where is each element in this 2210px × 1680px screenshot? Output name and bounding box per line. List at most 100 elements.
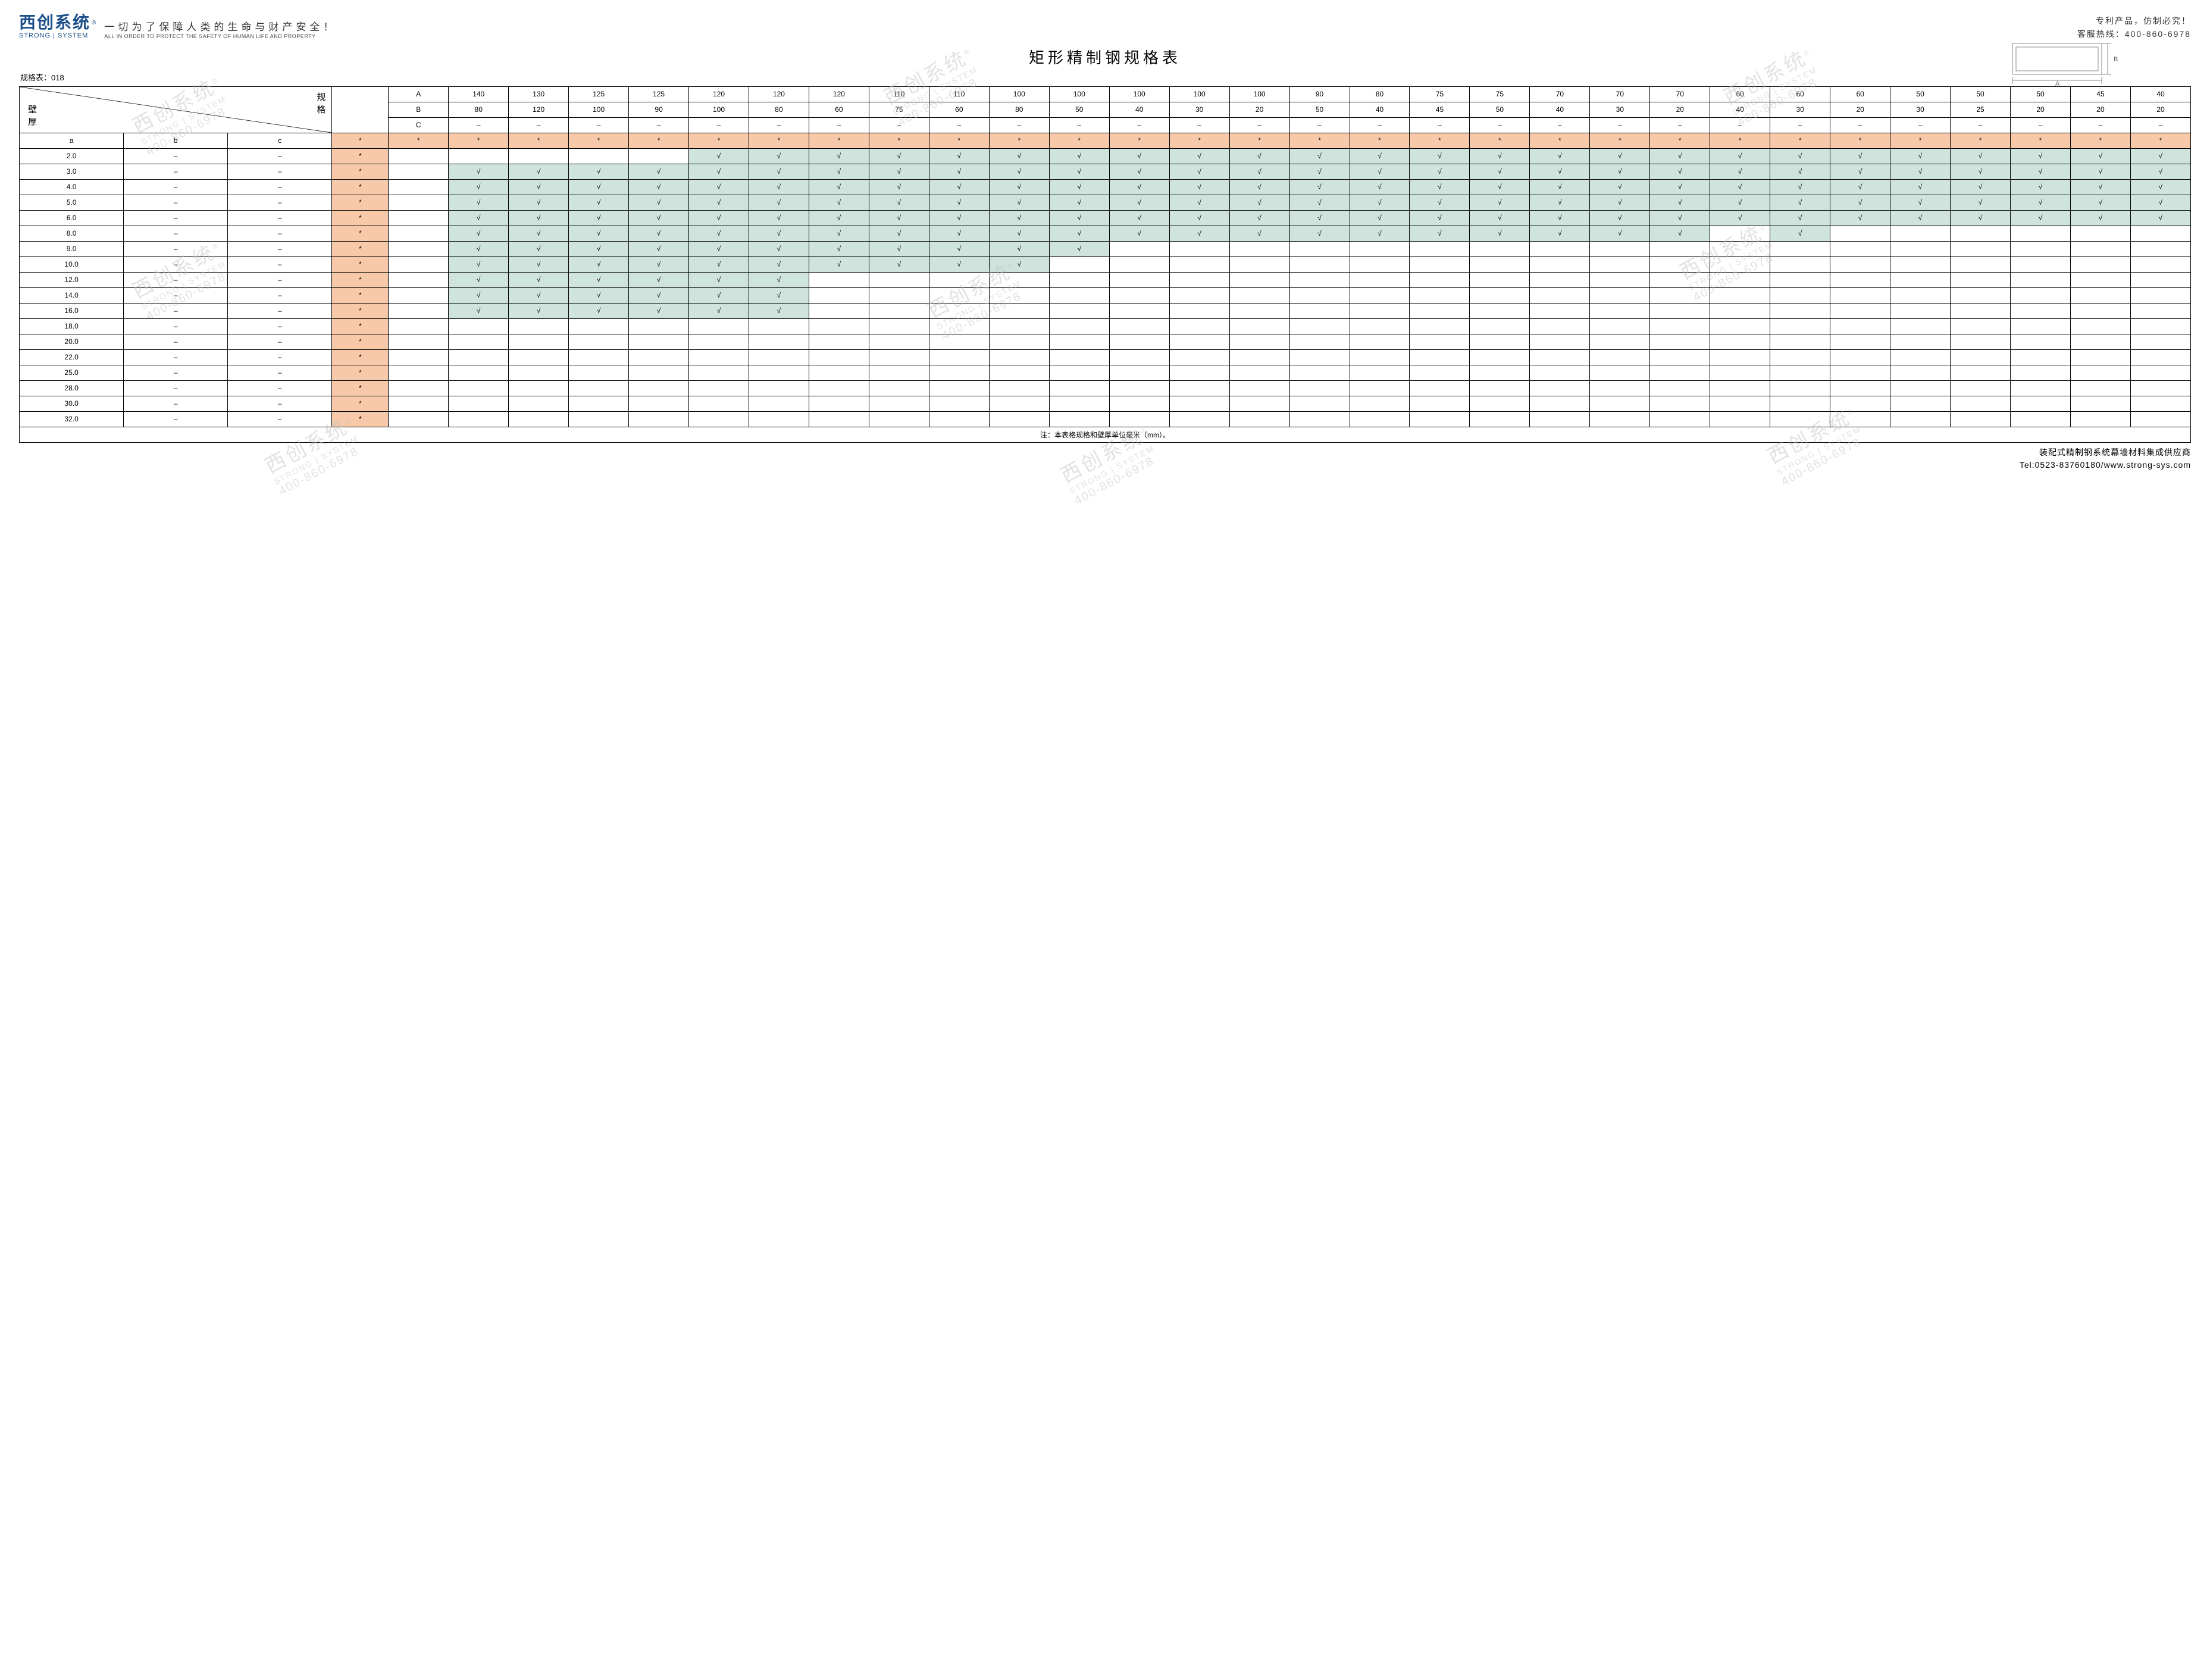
table-row: 22.0––*: [20, 349, 2191, 365]
table-row: 30.0––*: [20, 396, 2191, 411]
col-a-21: 60: [1710, 86, 1770, 102]
spec-number: 规格表：018: [20, 71, 2191, 83]
col-c-4: –: [689, 117, 749, 133]
col-b-21: 40: [1710, 102, 1770, 117]
col-a-7: 110: [869, 86, 929, 102]
col-c-17: –: [1470, 117, 1530, 133]
col-a-15: 80: [1350, 86, 1410, 102]
col-b-18: 40: [1530, 102, 1590, 117]
col-c-21: –: [1710, 117, 1770, 133]
col-c-18: –: [1530, 117, 1590, 133]
col-a-23: 60: [1830, 86, 1890, 102]
col-b-4: 100: [689, 102, 749, 117]
col-b-12: 30: [1169, 102, 1229, 117]
star-column-head: [332, 86, 389, 133]
table-head: 规格壁厚A14013012512512012012011011010010010…: [20, 86, 2191, 133]
col-b-9: 80: [989, 102, 1049, 117]
col-a-22: 60: [1770, 86, 1830, 102]
tagline-en: ALL IN ORDER TO PROTECT THE SAFETY OF HU…: [104, 33, 337, 39]
star-row: abc*******************************: [20, 133, 2191, 148]
table-row: 18.0––*: [20, 318, 2191, 334]
table-row: 4.0––*√√√√√√√√√√√√√√√√√√√√√√√√√√√√√: [20, 179, 2191, 195]
page-header: 西创系统® STRONG | SYSTEM 一切为了保障人类的生命与财产安全！ …: [19, 14, 2191, 41]
col-c-27: –: [2070, 117, 2130, 133]
col-a-20: 70: [1650, 86, 1710, 102]
col-a-11: 100: [1109, 86, 1169, 102]
col-c-10: –: [1049, 117, 1109, 133]
col-c-8: –: [929, 117, 989, 133]
col-c-6: –: [809, 117, 869, 133]
footnote-row: 注：本表格规格和壁厚单位毫米（mm）。: [20, 427, 2191, 442]
col-c-28: –: [2130, 117, 2190, 133]
col-b-11: 40: [1109, 102, 1169, 117]
col-b-2: 100: [569, 102, 629, 117]
col-c-25: –: [1951, 117, 2011, 133]
brand-name-en: STRONG | SYSTEM: [19, 32, 96, 39]
table-row: 14.0––*√√√√√√: [20, 287, 2191, 303]
col-a-24: 50: [1890, 86, 1951, 102]
diagram-label-a: A: [2055, 80, 2060, 86]
page-footer: 装配式精制钢系统幕墙材料集成供应商 Tel:0523-83760180/www.…: [19, 446, 2191, 471]
col-c-24: –: [1890, 117, 1951, 133]
col-c-0: –: [449, 117, 509, 133]
col-c-9: –: [989, 117, 1049, 133]
col-b-25: 25: [1951, 102, 2011, 117]
col-a-10: 100: [1049, 86, 1109, 102]
col-c-22: –: [1770, 117, 1830, 133]
brand-name-cn: 西创系统: [19, 13, 90, 32]
col-a-25: 50: [1951, 86, 2011, 102]
tagline: 一切为了保障人类的生命与财产安全！ ALL IN ORDER TO PROTEC…: [104, 18, 337, 39]
col-b-7: 75: [869, 102, 929, 117]
col-b-8: 60: [929, 102, 989, 117]
col-c-20: –: [1650, 117, 1710, 133]
col-a-12: 100: [1169, 86, 1229, 102]
col-b-20: 20: [1650, 102, 1710, 117]
col-c-16: –: [1410, 117, 1470, 133]
corner-cell: 规格壁厚: [20, 86, 332, 133]
col-b-3: 90: [629, 102, 689, 117]
col-a-2: 125: [569, 86, 629, 102]
col-b-14: 50: [1289, 102, 1350, 117]
col-b-26: 20: [2011, 102, 2071, 117]
col-b-23: 20: [1830, 102, 1890, 117]
col-b-27: 20: [2070, 102, 2130, 117]
table-body: abc*******************************2.0––*…: [20, 133, 2191, 442]
col-a-13: 100: [1229, 86, 1289, 102]
table-row: 25.0––*: [20, 365, 2191, 380]
brand-block: 西创系统® STRONG | SYSTEM 一切为了保障人类的生命与财产安全！ …: [19, 14, 337, 39]
tagline-cn: 一切为了保障人类的生命与财产安全！: [104, 18, 337, 33]
col-a-4: 120: [689, 86, 749, 102]
col-b-19: 30: [1590, 102, 1650, 117]
col-c-1: –: [509, 117, 569, 133]
col-b-1: 120: [509, 102, 569, 117]
col-c-26: –: [2011, 117, 2071, 133]
brand-logo: 西创系统® STRONG | SYSTEM: [19, 14, 96, 39]
col-c-23: –: [1830, 117, 1890, 133]
col-a-28: 40: [2130, 86, 2190, 102]
page-title: 矩形精制钢规格表: [1029, 46, 1181, 68]
table-row: 32.0––*: [20, 411, 2191, 427]
col-b-0: 80: [449, 102, 509, 117]
col-b-22: 30: [1770, 102, 1830, 117]
col-c-2: –: [569, 117, 629, 133]
col-a-9: 100: [989, 86, 1049, 102]
col-c-3: –: [629, 117, 689, 133]
table-row: 10.0––*√√√√√√√√√√: [20, 256, 2191, 272]
col-b-5: 80: [749, 102, 809, 117]
spec-table: 规格壁厚A14013012512512012012011011010010010…: [19, 86, 2191, 443]
col-c-19: –: [1590, 117, 1650, 133]
diagram-label-b: B: [2114, 56, 2118, 63]
col-b-17: 50: [1470, 102, 1530, 117]
table-row: 6.0––*√√√√√√√√√√√√√√√√√√√√√√√√√√√√√: [20, 210, 2191, 226]
col-c-5: –: [749, 117, 809, 133]
col-a-17: 75: [1470, 86, 1530, 102]
col-b-15: 40: [1350, 102, 1410, 117]
registered-mark: ®: [92, 20, 96, 26]
col-a-6: 120: [809, 86, 869, 102]
col-c-13: –: [1229, 117, 1289, 133]
col-c-7: –: [869, 117, 929, 133]
col-a-1: 130: [509, 86, 569, 102]
table-row: 8.0––*√√√√√√√√√√√√√√√√√√√√√√: [20, 226, 2191, 241]
col-a-19: 70: [1590, 86, 1650, 102]
col-a-0: 140: [449, 86, 509, 102]
